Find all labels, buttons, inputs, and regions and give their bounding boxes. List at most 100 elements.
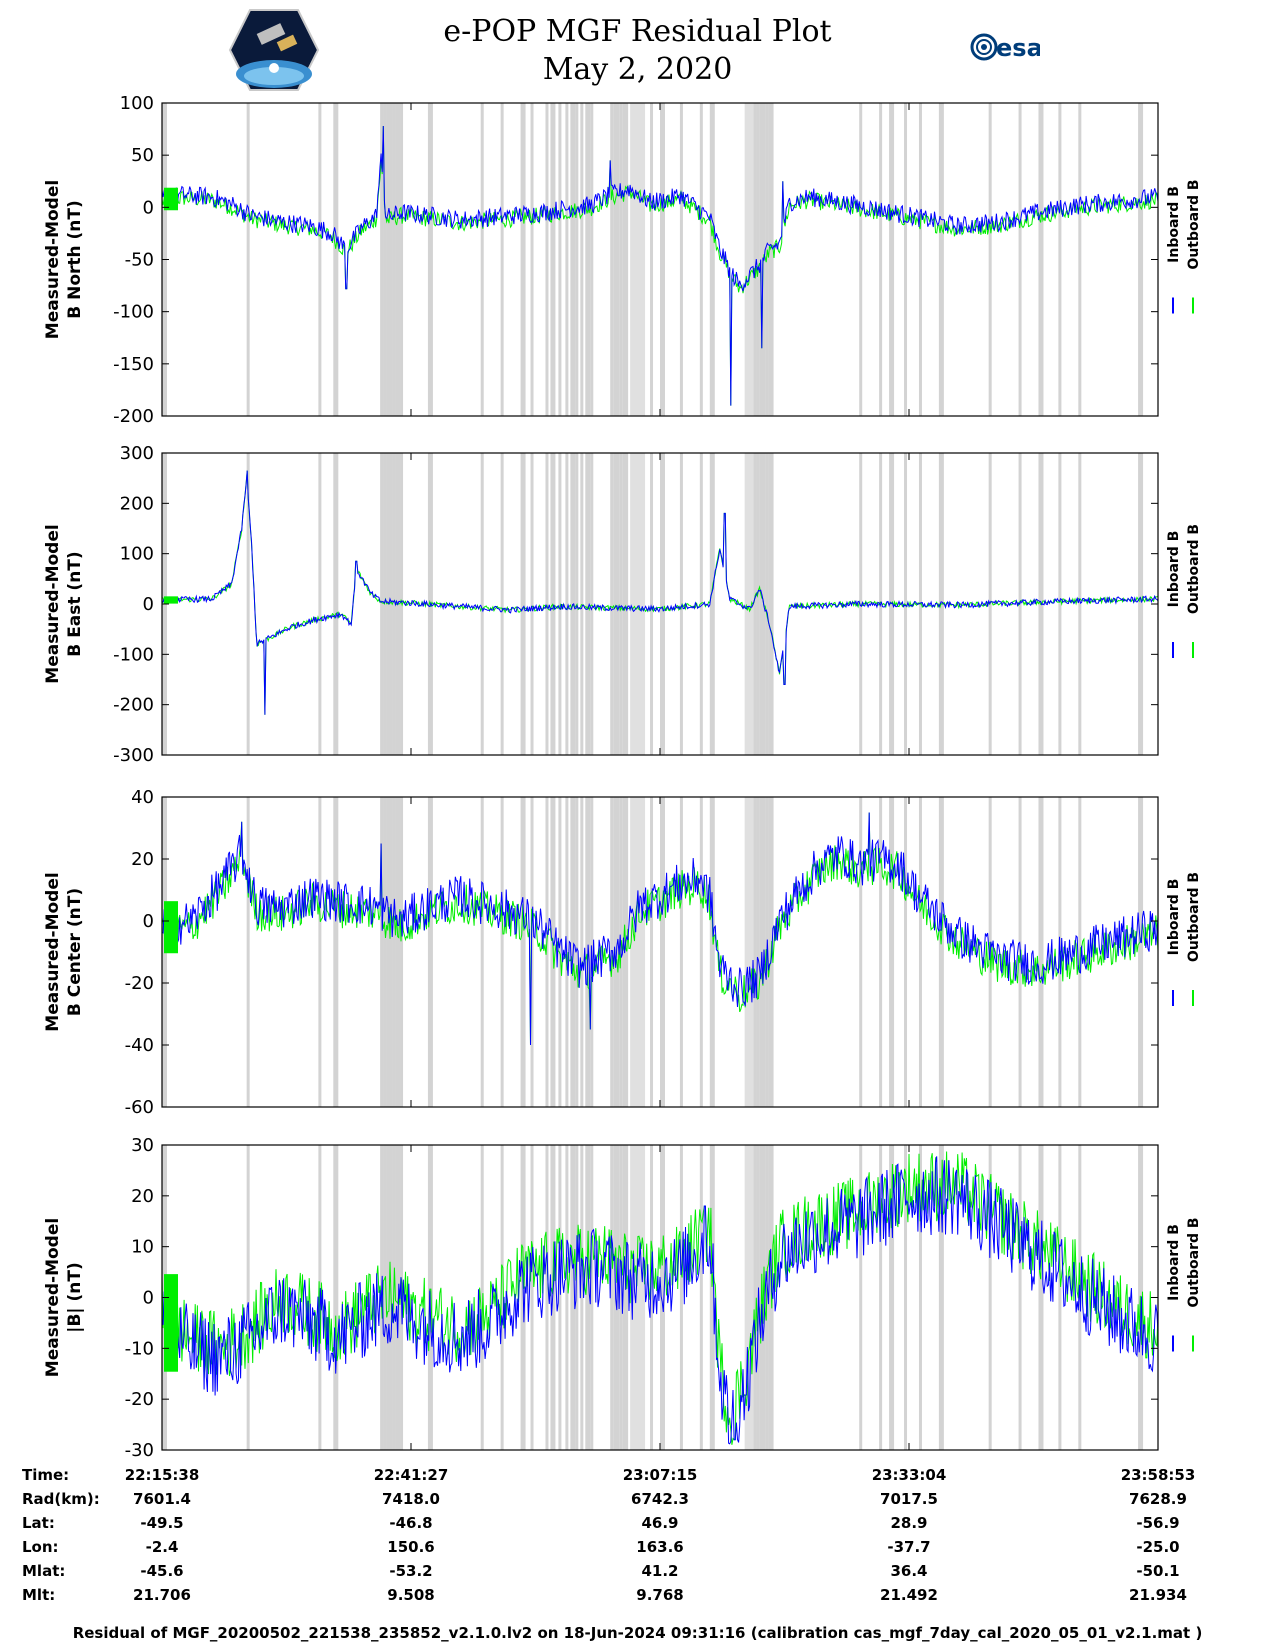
info-value: -37.7	[887, 1538, 931, 1556]
info-value: 41.2	[641, 1562, 679, 1580]
gap-band	[765, 103, 769, 416]
legend-outboard-label: Outboard B	[1186, 524, 1202, 614]
info-value: -56.9	[1136, 1514, 1180, 1532]
info-value: 6742.3	[631, 1490, 689, 1508]
gap-band	[1018, 103, 1022, 416]
info-value: -46.8	[389, 1514, 433, 1532]
gap-band	[1138, 797, 1144, 1107]
info-value: 23:33:04	[871, 1466, 947, 1484]
gap-band	[938, 1145, 944, 1450]
gap-band	[333, 103, 339, 416]
info-value: 46.9	[641, 1514, 679, 1532]
gap-band	[650, 797, 654, 1107]
gap-band	[400, 103, 404, 416]
gap-band	[580, 797, 584, 1107]
gap-band	[400, 797, 404, 1107]
gap-band	[333, 797, 339, 1107]
gap-band	[699, 797, 703, 1107]
gap-band	[550, 103, 556, 416]
gap-band	[709, 1145, 715, 1450]
gap-band	[558, 453, 562, 755]
y-tick-label: 50	[131, 145, 154, 166]
gap-band	[333, 453, 339, 755]
info-value: 23:58:53	[1120, 1466, 1196, 1484]
info-value: 22:41:27	[373, 1466, 449, 1484]
gap-band	[610, 453, 614, 755]
gap-band	[1058, 103, 1062, 416]
gap-band	[246, 797, 250, 1107]
y-tick-label: 300	[120, 443, 154, 464]
gap-band	[585, 1145, 591, 1450]
footer-caption: Residual of MGF_20200502_221538_235852_v…	[72, 1624, 1203, 1642]
gap-band	[622, 1145, 628, 1450]
gap-band	[765, 453, 769, 755]
info-value: -53.2	[389, 1562, 433, 1580]
gap-band	[625, 797, 629, 1107]
info-value: -25.0	[1136, 1538, 1180, 1556]
gap-band	[610, 103, 614, 416]
inboard-series-line	[161, 1156, 1159, 1445]
gap-band	[679, 103, 683, 416]
gap-band	[480, 103, 484, 416]
y-tick-label: 30	[131, 1135, 154, 1156]
gap-band	[699, 1145, 703, 1450]
gap-band	[613, 797, 619, 1107]
panel-4: -30 -20 -10 0 10 20 30 Measured-Model |B| (nT) In…	[43, 1135, 1202, 1461]
y-tick-label: -100	[113, 302, 154, 323]
gap-band	[500, 797, 504, 1107]
legend-inboard-label: Inboard B	[1166, 531, 1182, 608]
gap-band	[1018, 1145, 1022, 1450]
gap-band	[530, 1145, 534, 1450]
y-tick-label: -50	[125, 250, 154, 271]
gap-block	[630, 453, 646, 755]
panel-1: -200 -150 -100 -50 0 50 100 Measured-Model B Nor…	[43, 93, 1202, 427]
gap-band	[859, 797, 863, 1107]
gap-band	[318, 797, 322, 1107]
info-row-label: Time:	[22, 1466, 70, 1484]
y-tick-label: 0	[143, 594, 154, 615]
gap-band	[575, 1145, 579, 1450]
gap-band	[918, 103, 922, 416]
gap-band	[660, 453, 665, 755]
gap-block	[383, 1145, 402, 1450]
gap-band	[889, 1145, 895, 1450]
outboard-initial-segment	[164, 901, 178, 954]
gap-band	[558, 797, 562, 1107]
gap-band	[625, 1145, 629, 1450]
gap-band	[380, 797, 384, 1107]
gap-band	[709, 453, 715, 755]
y-tick-label: -10	[125, 1338, 154, 1359]
gap-band	[575, 103, 579, 416]
y-tick-label: -20	[125, 973, 154, 994]
gap-band	[1038, 797, 1044, 1107]
gap-band	[616, 103, 620, 416]
gap-band	[619, 1145, 623, 1450]
y-tick-label: 100	[120, 544, 154, 565]
gap-band	[625, 103, 629, 416]
y-axis-label: Measured-Model B East (nT)	[43, 524, 85, 683]
gap-band	[650, 103, 654, 416]
gap-band	[622, 453, 628, 755]
y-tick-label: -20	[125, 1389, 154, 1410]
gap-band	[918, 1145, 922, 1450]
gap-band	[610, 1145, 614, 1450]
info-value: -49.5	[140, 1514, 184, 1532]
y-tick-label: 40	[131, 787, 154, 808]
gap-band	[1138, 103, 1144, 416]
gap-band	[580, 103, 584, 416]
gap-band	[679, 797, 683, 1107]
gap-band	[613, 103, 619, 416]
gap-block	[744, 103, 760, 416]
y-tick-label: 0	[143, 1288, 154, 1309]
y-tick-label: 20	[131, 849, 154, 870]
gap-band	[585, 453, 591, 755]
gap-band	[570, 103, 576, 416]
info-value: -50.1	[1136, 1562, 1180, 1580]
legend: Inboard B Outboard B	[1166, 1217, 1202, 1352]
y-axis-label: Measured-Model |B| (nT)	[43, 1218, 85, 1377]
gap-band	[530, 103, 534, 416]
info-row-label: Mlt:	[22, 1586, 56, 1604]
y-tick-label: -60	[125, 1097, 154, 1118]
info-value: 163.6	[636, 1538, 684, 1556]
y-axis-label: Measured-Model B Center (nT)	[43, 872, 85, 1031]
